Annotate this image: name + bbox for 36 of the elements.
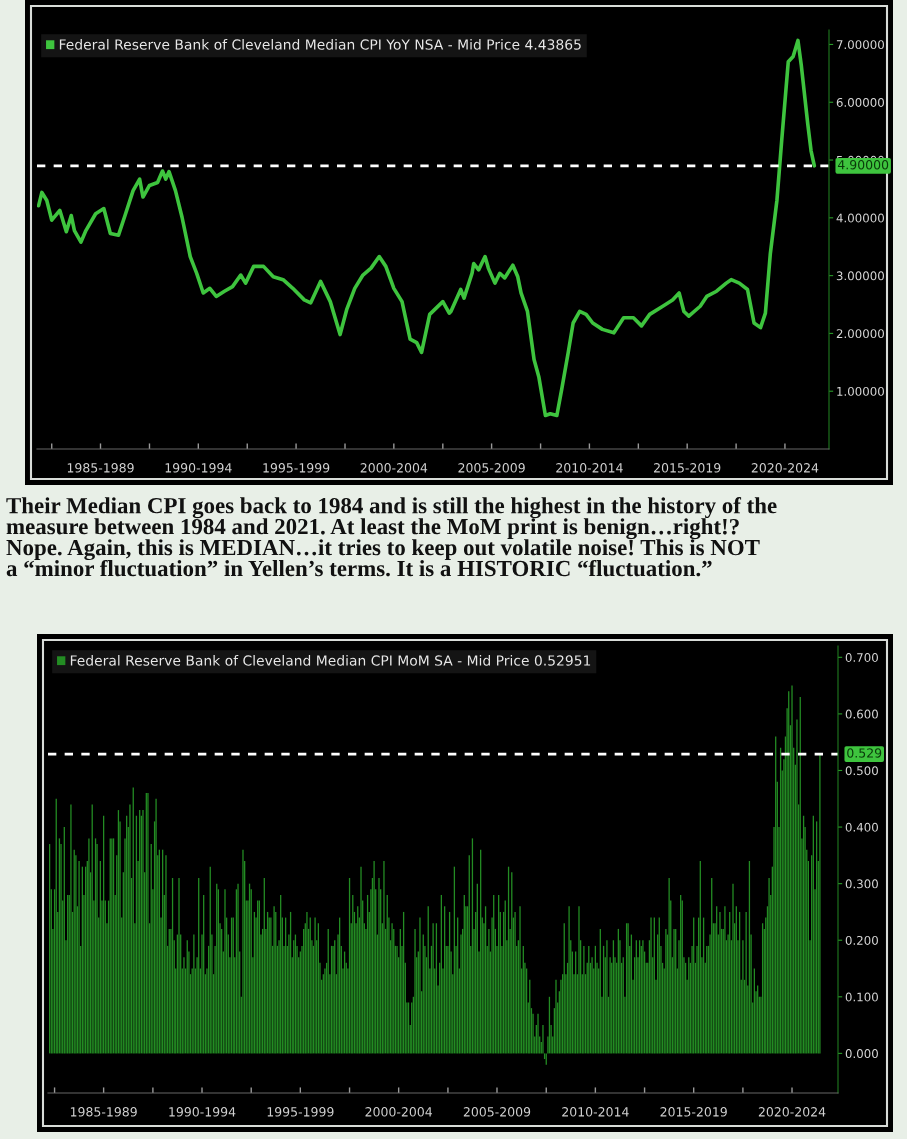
x-tick-label: 1985-1989 [67,463,134,473]
y-tick-label: 0.500 [845,766,878,776]
x-tick-label: 2010-2014 [556,463,623,473]
x-tick-label: 2015-2019 [660,1107,727,1117]
x-tick-label: 2010-2014 [562,1107,629,1117]
x-tick-label: 2020-2024 [758,1107,826,1117]
y-tick-label: 0.400 [845,822,878,832]
ref-line-label: 4.90000 [837,159,889,170]
y-tick-label: 4.00000 [836,213,884,223]
y-tick-label: 0.300 [845,879,878,889]
y-tick-label: 0.100 [845,992,878,1002]
x-tick-label: 1995-1999 [263,463,330,473]
y-tick-label: 0.600 [845,709,878,719]
x-tick-label: 2015-2019 [654,463,721,473]
x-tick-label: 1985-1989 [70,1107,137,1117]
x-tick-label: 2020-2024 [751,463,819,473]
legend-label: Federal Reserve Bank of Cleveland Median CPI YoY NSA - Mid Price 4.43865 [59,39,581,50]
y-tick-label: 3.00000 [836,271,884,281]
y-tick-label: 0.000 [845,1049,878,1059]
y-tick-label: 0.200 [845,935,878,945]
y-tick-label: 6.00000 [836,97,884,107]
x-tick-label: 2000-2004 [360,463,428,473]
line-series [37,38,817,418]
ref-line-label: 0.529 [847,748,882,758]
y-tick-label: 1.00000 [837,386,884,396]
x-tick-label: 1995-1999 [267,1107,334,1117]
x-tick-label: 2005-2009 [463,1107,531,1117]
y-tick-label: 2.00000 [836,329,884,339]
y-tick-label: 0.700 [845,653,878,662]
y-tick-label: 7.00000 [836,40,884,50]
x-tick-label: 1990-1994 [169,1107,236,1117]
text: Their Median CPI goes back to 1984 and is still the highest in the history of the measure between 1984 and 2021. At least the MoM print is benign…right!? Nope. Again, this is MEDIAN…it tries to keep out volatile noise! This is NOT a “minor fluctuation” in Yellen’s terms. It is a HISTORIC “fluctuation.” [6,497,777,577]
x-tick-label: 2005-2009 [458,463,525,473]
x-tick-label: 2000-2004 [365,1107,433,1117]
legend-label: Federal Reserve Bank of Cleveland Median CPI MoM SA - Mid Price 0.52951 [70,655,591,666]
x-tick-label: 1990-1994 [165,463,232,473]
